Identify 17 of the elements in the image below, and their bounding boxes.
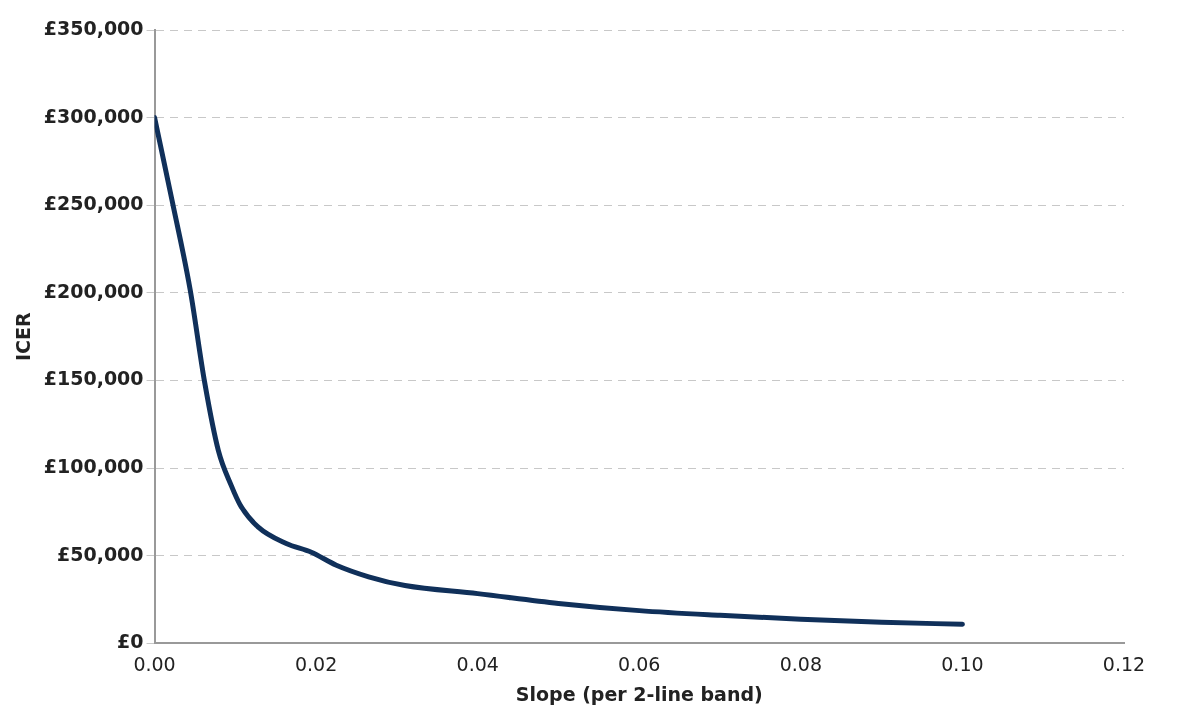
y-tick-label: £0 — [117, 630, 144, 653]
x-axis-title: Slope (per 2-line band) — [515, 682, 763, 705]
y-tick-label: £200,000 — [43, 279, 144, 302]
y-tick-label: £300,000 — [43, 104, 144, 127]
x-tick-label: 0.08 — [779, 652, 823, 675]
x-tick-label: 0.06 — [618, 652, 661, 675]
x-tick-label: 0.04 — [456, 652, 499, 675]
y-tick-label: £50,000 — [57, 542, 144, 565]
y-tick-label: £150,000 — [43, 367, 144, 390]
y-tick-label: £250,000 — [43, 192, 144, 215]
y-tick-label: £350,000 — [43, 16, 144, 39]
y-tick-label: £100,000 — [43, 455, 144, 478]
y-axis-title: ICER — [12, 312, 35, 362]
x-tick-label: 0.10 — [941, 652, 984, 675]
x-tick-label: 0.00 — [133, 652, 176, 675]
x-tick-label: 0.02 — [294, 652, 338, 675]
x-tick-label: 0.12 — [1102, 652, 1146, 675]
